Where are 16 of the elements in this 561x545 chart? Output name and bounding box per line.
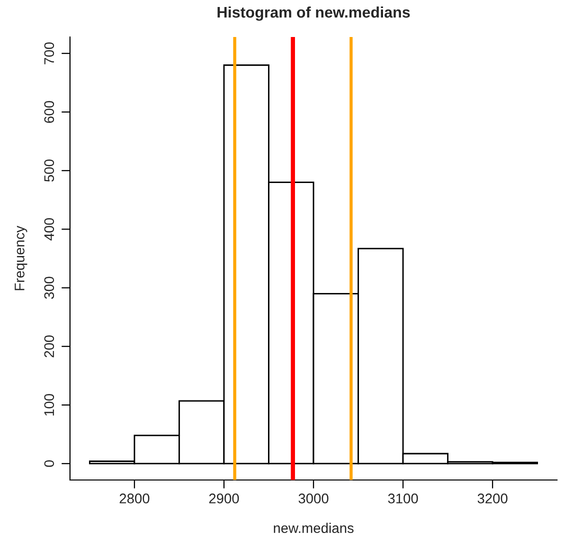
y-tick-label: 300 [44, 276, 54, 299]
x-axis-title: new.medians [274, 522, 354, 534]
chart-title: Histogram of new.medians [218, 6, 410, 21]
y-tick-label: 700 [44, 42, 54, 64]
y-tick-label: 100 [44, 394, 54, 416]
y-tick-label: 500 [44, 160, 54, 182]
x-tick-label: 3200 [478, 494, 508, 504]
x-tick-label: 2800 [120, 494, 150, 504]
x-tick-label: 2900 [209, 494, 239, 504]
x-tick-label: 3100 [388, 494, 418, 504]
y-tick-label: 0 [44, 460, 54, 467]
y-tick-label: 600 [44, 100, 54, 123]
x-tick-label: 3000 [298, 494, 328, 504]
y-tick-label: 400 [44, 218, 54, 240]
y-axis-title: Frequency [14, 226, 28, 290]
y-tick-label: 200 [44, 335, 54, 358]
